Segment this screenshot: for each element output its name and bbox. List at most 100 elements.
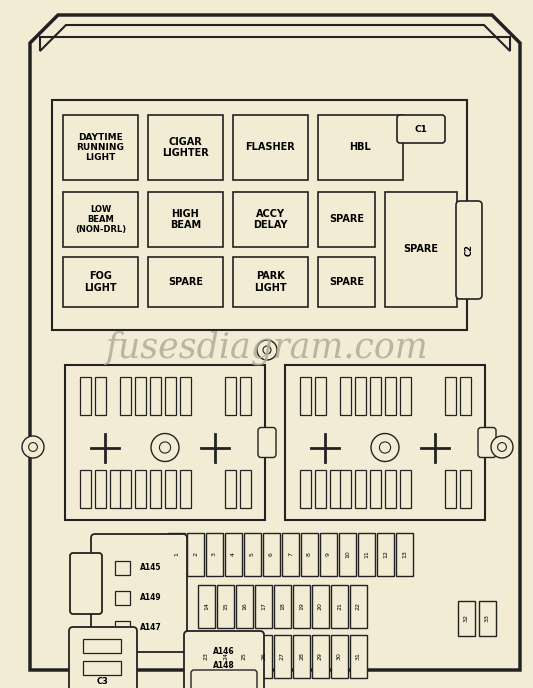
Bar	[274, 585, 291, 628]
Text: 28: 28	[299, 652, 304, 660]
Text: C2: C2	[464, 244, 473, 256]
Text: A149: A149	[140, 594, 161, 603]
Text: SPARE: SPARE	[329, 215, 364, 224]
Bar	[458, 601, 475, 636]
Bar	[350, 585, 367, 628]
Bar	[318, 192, 375, 247]
Bar	[198, 635, 215, 678]
Bar	[370, 377, 381, 415]
Bar	[331, 635, 348, 678]
Bar	[83, 639, 121, 653]
Text: 30: 30	[337, 652, 342, 660]
Bar	[225, 470, 236, 508]
Bar	[115, 621, 130, 635]
Bar	[255, 585, 272, 628]
Text: 23: 23	[204, 652, 209, 660]
Bar	[340, 377, 351, 415]
Bar	[274, 635, 291, 678]
Text: 26: 26	[261, 652, 266, 660]
Bar	[150, 377, 161, 415]
FancyBboxPatch shape	[191, 670, 257, 688]
Text: 29: 29	[318, 652, 323, 660]
Circle shape	[257, 340, 277, 360]
Bar	[168, 533, 185, 576]
Bar	[187, 533, 204, 576]
Bar	[65, 365, 265, 520]
Text: 8: 8	[307, 552, 312, 557]
Bar	[385, 377, 396, 415]
Bar	[300, 377, 311, 415]
Bar	[320, 533, 337, 576]
Text: 18: 18	[280, 603, 285, 610]
Bar	[115, 591, 130, 605]
Circle shape	[498, 442, 506, 451]
Text: 12: 12	[383, 550, 388, 559]
Text: 6: 6	[269, 552, 274, 557]
Text: DAYTIME
RUNNING
LIGHT: DAYTIME RUNNING LIGHT	[77, 133, 124, 162]
Text: LOW
BEAM
(NON-DRL): LOW BEAM (NON-DRL)	[75, 204, 126, 235]
Bar	[300, 470, 311, 508]
Bar	[445, 470, 456, 508]
Text: 11: 11	[364, 550, 369, 559]
Text: A148: A148	[213, 660, 235, 669]
Text: A146: A146	[213, 647, 235, 656]
Bar	[63, 192, 138, 247]
Bar	[180, 377, 191, 415]
Bar	[396, 533, 413, 576]
Text: 5: 5	[250, 552, 255, 557]
Text: SPARE: SPARE	[168, 277, 203, 287]
Text: C1: C1	[415, 125, 427, 133]
Text: 2: 2	[193, 552, 198, 557]
Text: 24: 24	[223, 652, 228, 660]
FancyBboxPatch shape	[91, 534, 187, 652]
Text: 14: 14	[204, 603, 209, 610]
Bar	[240, 470, 251, 508]
Bar	[318, 257, 375, 307]
Bar	[331, 585, 348, 628]
Bar	[233, 192, 308, 247]
Bar	[120, 377, 131, 415]
Text: 31: 31	[356, 652, 361, 660]
Polygon shape	[40, 25, 510, 51]
Bar	[236, 585, 253, 628]
Bar	[312, 585, 329, 628]
Bar	[225, 533, 242, 576]
Bar	[400, 377, 411, 415]
Text: 16: 16	[242, 603, 247, 610]
Bar	[285, 365, 485, 520]
Text: 1: 1	[174, 552, 179, 557]
FancyBboxPatch shape	[184, 631, 264, 688]
Text: HBL: HBL	[350, 142, 372, 153]
Bar	[233, 115, 308, 180]
Circle shape	[491, 436, 513, 458]
Bar	[236, 635, 253, 678]
Bar	[460, 377, 471, 415]
Text: SPARE: SPARE	[329, 277, 364, 287]
Bar	[370, 470, 381, 508]
Text: ACCY
DELAY: ACCY DELAY	[253, 208, 288, 230]
FancyBboxPatch shape	[69, 627, 137, 688]
Polygon shape	[30, 15, 520, 670]
FancyBboxPatch shape	[258, 427, 276, 458]
Bar	[460, 470, 471, 508]
Text: FLASHER: FLASHER	[246, 142, 295, 153]
Bar	[240, 377, 251, 415]
Bar	[377, 533, 394, 576]
Text: 13: 13	[402, 550, 407, 559]
Text: 21: 21	[337, 603, 342, 610]
Text: A145: A145	[140, 563, 161, 572]
Text: 10: 10	[345, 550, 350, 559]
Bar	[233, 257, 308, 307]
Text: FOG
LIGHT: FOG LIGHT	[84, 271, 117, 293]
Circle shape	[22, 436, 44, 458]
Text: PARK
LIGHT: PARK LIGHT	[254, 271, 287, 293]
Bar	[479, 601, 496, 636]
Bar	[63, 115, 138, 180]
Text: fusesdiagram.com: fusesdiagram.com	[105, 331, 428, 365]
Text: CIGAR
LIGHTER: CIGAR LIGHTER	[162, 137, 209, 158]
Bar	[135, 377, 146, 415]
Circle shape	[151, 433, 179, 462]
Bar	[198, 585, 215, 628]
Circle shape	[263, 346, 271, 354]
Text: 22: 22	[356, 603, 361, 610]
